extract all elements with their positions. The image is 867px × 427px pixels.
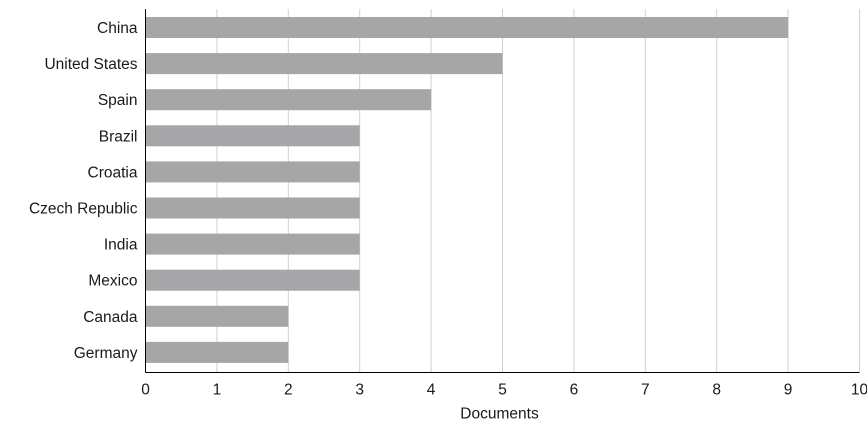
x-tick-label: 5 bbox=[498, 382, 507, 399]
bar-spain bbox=[145, 89, 432, 111]
x-axis-title: Documents bbox=[460, 406, 539, 423]
bar-canada bbox=[145, 305, 289, 327]
bar-china bbox=[145, 17, 789, 38]
x-tick-label: 1 bbox=[213, 382, 222, 399]
y-tick-label: China bbox=[97, 20, 138, 37]
bar-croatia bbox=[145, 161, 360, 183]
x-tick-label: 3 bbox=[355, 382, 364, 399]
axes bbox=[145, 9, 860, 373]
bar-mexico bbox=[145, 269, 360, 291]
y-tick-label: Canada bbox=[83, 309, 138, 326]
y-tick-label: Brazil bbox=[99, 128, 138, 145]
bars bbox=[145, 17, 789, 363]
y-tick-label: Mexico bbox=[88, 273, 137, 290]
x-tick-label: 10 bbox=[851, 382, 867, 399]
y-tick-label: Germany bbox=[74, 345, 138, 362]
bar-czech-republic bbox=[145, 197, 360, 219]
y-tick-label: United States bbox=[44, 56, 137, 73]
bar-india bbox=[145, 233, 360, 255]
bar-brazil bbox=[145, 125, 360, 147]
y-tick-labels: China United States Spain Brazil Croatia Czec… bbox=[29, 20, 138, 362]
x-tick-label: 6 bbox=[570, 382, 579, 399]
bar-united-states bbox=[145, 53, 503, 75]
x-tick-label: 9 bbox=[784, 382, 793, 399]
x-tick-label: 0 bbox=[141, 382, 150, 399]
x-tick-label: 4 bbox=[427, 382, 436, 399]
y-tick-label: Spain bbox=[98, 92, 138, 109]
x-tick-label: 8 bbox=[712, 382, 721, 399]
y-tick-label: Czech Republic bbox=[29, 201, 138, 218]
bar-germany bbox=[145, 341, 289, 363]
x-tick-label: 2 bbox=[284, 382, 293, 399]
y-tick-label: Croatia bbox=[88, 164, 138, 181]
x-tick-label: 7 bbox=[641, 382, 650, 399]
x-tick-labels: 0 1 2 3 4 5 6 7 8 9 10 bbox=[141, 382, 867, 399]
y-tick-label: India bbox=[104, 237, 138, 254]
